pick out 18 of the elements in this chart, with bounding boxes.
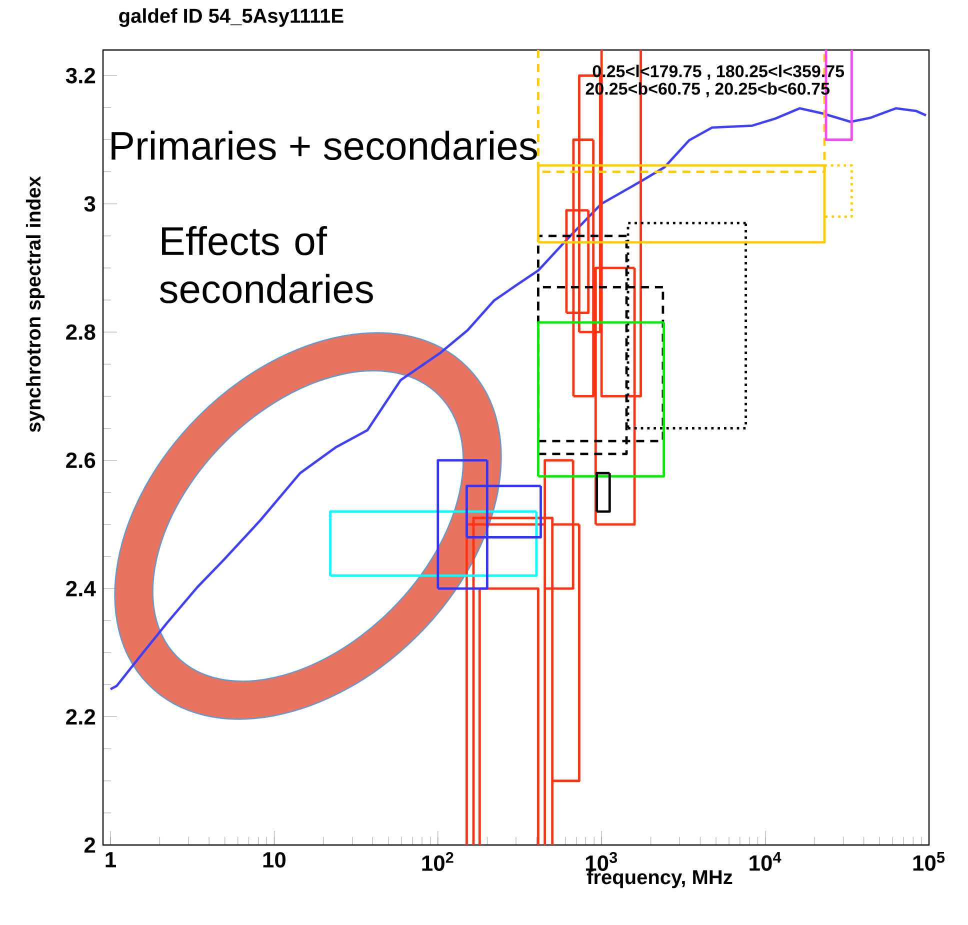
y-tick-label: 2.4	[66, 580, 96, 596]
chart-title: galdef ID 54_5Asy1111E	[119, 8, 344, 27]
y-tick-label: 2.8	[66, 324, 96, 340]
x-axis-title: frequency, MHz	[586, 870, 732, 888]
x-tick-label: 10$^{3}$	[586, 852, 618, 871]
x-tick-label: 10$^{4}$	[750, 852, 782, 871]
y-tick-label: 3.2	[66, 68, 96, 84]
x-tick-label: 10	[263, 852, 286, 868]
x-tick-label: 10$^{2}$	[422, 852, 454, 871]
y-axis-title: synchrotron spectral index	[26, 176, 45, 432]
y-tick-label: 2.6	[66, 452, 96, 468]
annotation: Effects of secondaries	[160, 226, 373, 304]
y-tick-label: 2	[84, 837, 96, 853]
y-tick-label: 2.2	[66, 709, 96, 724]
y-tick-label: 3	[84, 196, 96, 212]
x-tick-label: 1	[106, 852, 116, 868]
x-tick-label: 10$^{5}$	[913, 852, 945, 871]
annotation: Primaries + secondaries	[112, 130, 537, 160]
